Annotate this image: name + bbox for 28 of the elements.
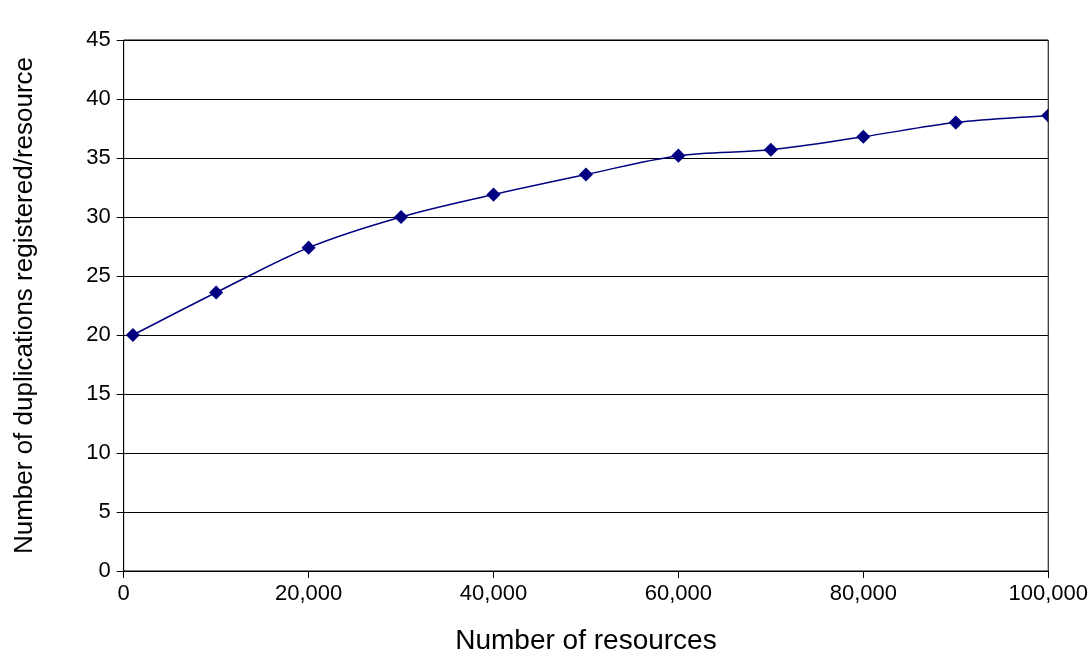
x-tick-label: 0: [117, 580, 130, 606]
y-tick-label: 30: [86, 203, 111, 229]
y-tick-label: 25: [86, 262, 111, 288]
point: [671, 148, 686, 163]
point: [209, 285, 223, 300]
y-tick-label: 15: [86, 380, 111, 406]
y-tick-label: 10: [86, 439, 111, 465]
point: [394, 210, 408, 224]
y-tick-label: 45: [86, 26, 111, 52]
x-tick-label: 80,000: [829, 580, 897, 606]
point: [301, 240, 316, 255]
y-tick-label: 40: [86, 85, 111, 111]
point: [764, 142, 778, 157]
y-axis-title: Number of duplications registered/resource: [7, 56, 38, 555]
point: [126, 328, 140, 342]
point: [486, 187, 501, 202]
x-tick-label: 20,000: [274, 580, 343, 606]
y-tick-label: 20: [86, 321, 111, 347]
point: [856, 130, 871, 144]
point: [579, 167, 593, 182]
x-tick-label: 60,000: [644, 580, 713, 606]
y-tick-label: 0: [98, 557, 111, 583]
x-tick-label: 40,000: [459, 580, 528, 606]
x-tick-label: 100,000: [1008, 580, 1088, 606]
y-tick-label: 35: [86, 144, 111, 170]
point: [949, 115, 963, 130]
x-axis-title: Number of resources: [455, 623, 717, 655]
y-tick-label: 5: [98, 498, 111, 524]
